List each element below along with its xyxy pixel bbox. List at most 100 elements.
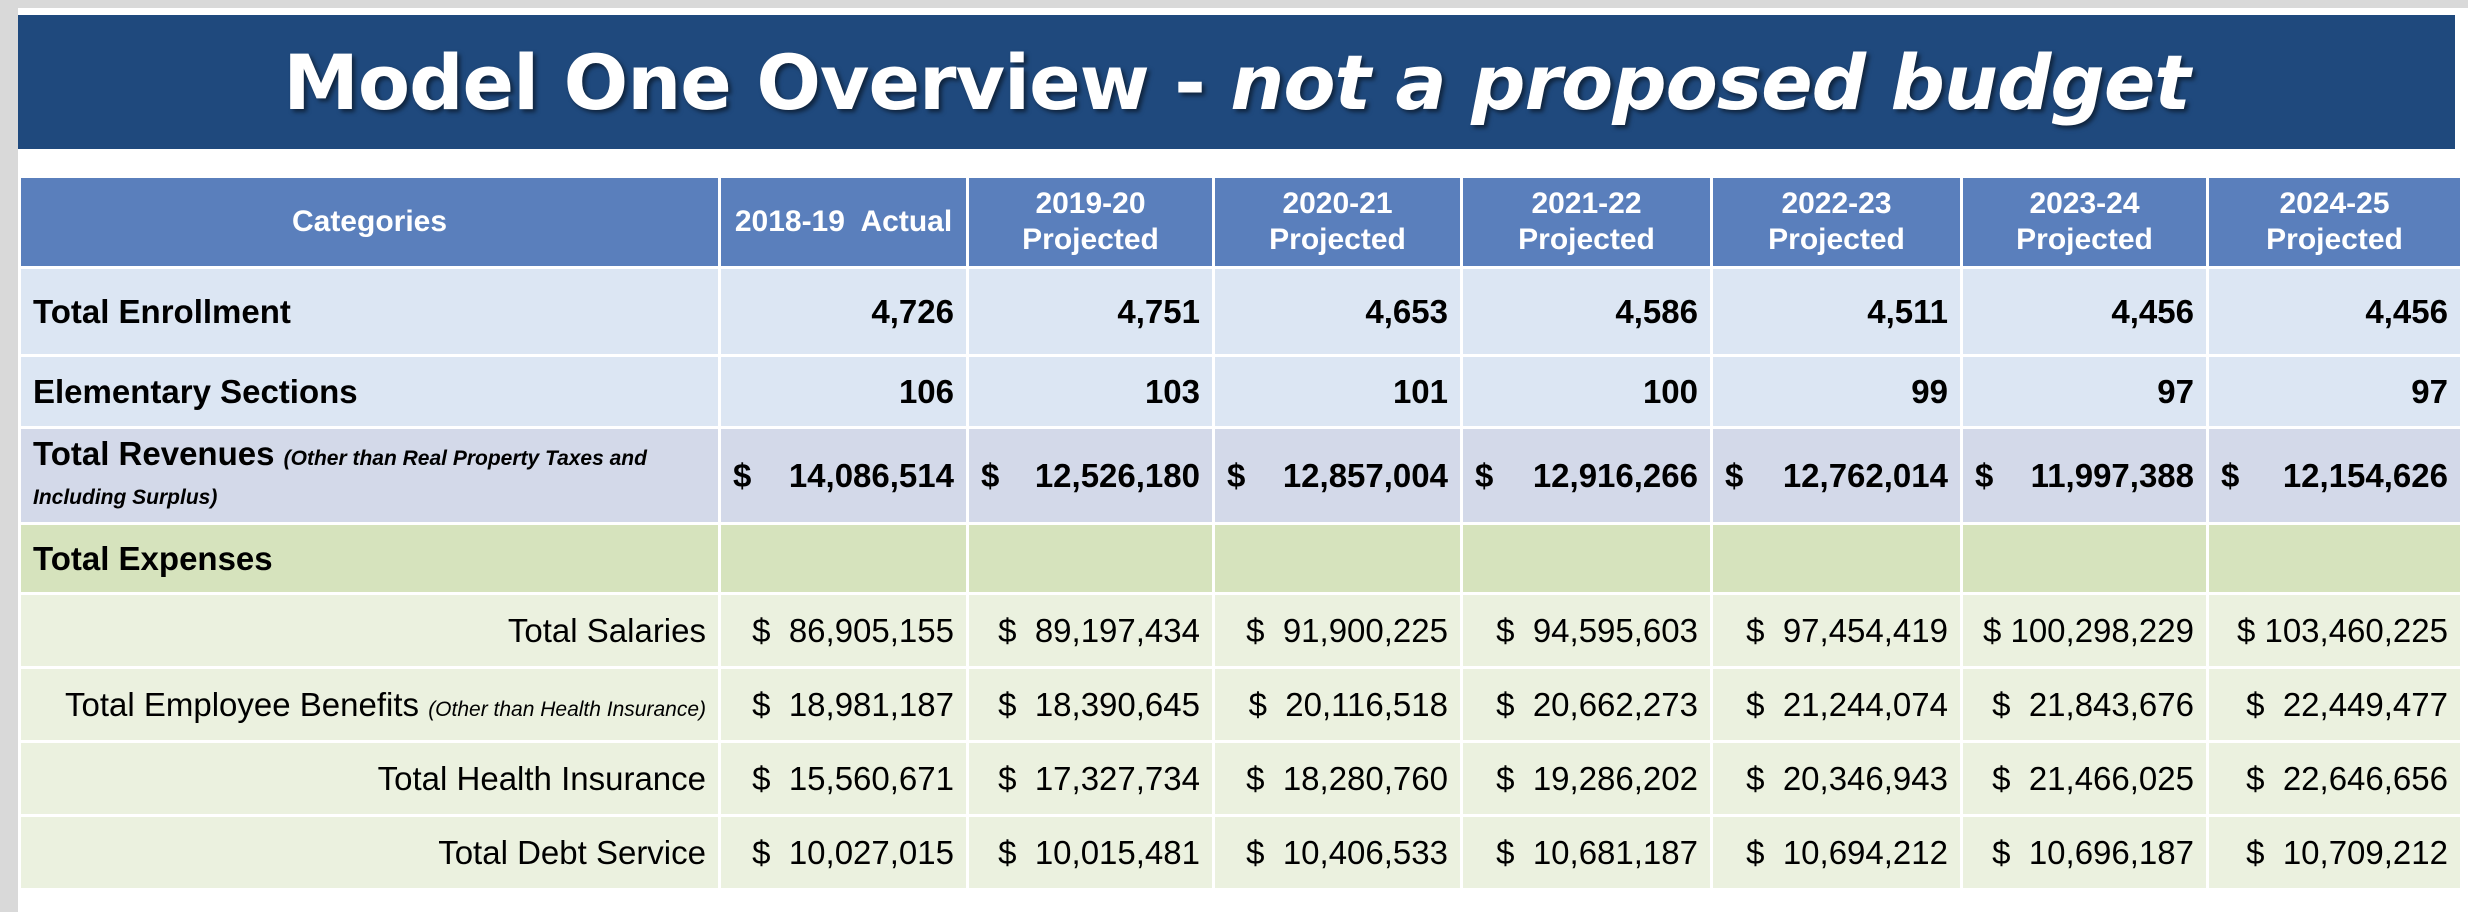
row-label: Total Debt Service — [18, 814, 721, 891]
table-cell: 4,456 — [1960, 266, 2209, 357]
currency-symbol: $ — [733, 456, 752, 494]
table-cell: $ 21,843,676 — [1960, 666, 2209, 743]
table-cell: $ 19,286,202 — [1460, 740, 1713, 817]
header-actual: 2018-19 Actual — [718, 175, 969, 269]
header-year: 2019-20 — [1035, 187, 1146, 220]
header-year-col: 2021-22 Projected — [1460, 175, 1713, 269]
header-year-col: 2024-25 Projected — [2206, 175, 2463, 269]
header-year-col: 2023-24 Projected — [1960, 175, 2209, 269]
table-cell: $ 10,696,187 — [1960, 814, 2209, 891]
table-row-salaries: Total Salaries $ 86,905,155 $ 89,197,434… — [18, 592, 2463, 669]
table-cell: $12,154,626 — [2206, 426, 2463, 525]
table-cell: 4,653 — [1212, 266, 1463, 357]
header-projected: Projected — [2266, 223, 2403, 256]
overview-table: Categories 2018-19 Actual 2019-20 Project… — [18, 175, 2463, 891]
table-cell: $14,086,514 — [718, 426, 969, 525]
cell-value: 12,526,180 — [1034, 456, 1200, 494]
header-year-col: 2020-21 Projected — [1212, 175, 1463, 269]
table-cell: $ 21,466,025 — [1960, 740, 2209, 817]
table-cell — [718, 522, 969, 595]
cell-value: 12,857,004 — [1282, 456, 1448, 494]
table-cell: $ 97,454,419 — [1710, 592, 1963, 669]
table-cell: $ 10,027,015 — [718, 814, 969, 891]
header-year: 2022-23 — [1781, 187, 1892, 220]
currency-symbol: $ — [2221, 456, 2240, 494]
cell-value: 14,086,514 — [788, 456, 954, 494]
table-cell: $ 10,406,533 — [1212, 814, 1463, 891]
table-cell: $ 18,390,645 — [966, 666, 1215, 743]
table-cell: $ 100,298,229 — [1960, 592, 2209, 669]
header-projected: Projected — [1768, 223, 1905, 256]
table-cell: $12,762,014 — [1710, 426, 1963, 525]
header-year-col: 2022-23 Projected — [1710, 175, 1963, 269]
row-label: Total Employee Benefits — [64, 685, 420, 723]
table-cell: $ 18,981,187 — [718, 666, 969, 743]
title-italic: not a proposed budget — [1230, 37, 2190, 127]
table-cell: 106 — [718, 354, 969, 429]
row-label: Total Revenues — [33, 434, 275, 472]
table-cell: 4,726 — [718, 266, 969, 357]
table-row-revenues: Total Revenues (Other than Real Property… — [18, 426, 2463, 525]
title-main: Model One Overview - — [283, 37, 1231, 127]
table-cell: 101 — [1212, 354, 1463, 429]
table-cell: $11,997,388 — [1960, 426, 2209, 525]
table-cell — [1960, 522, 2209, 595]
table-cell: $ 20,662,273 — [1460, 666, 1713, 743]
table-row-health: Total Health Insurance $ 15,560,671 $ 17… — [18, 740, 2463, 817]
table-row-benefits: Total Employee Benefits (Other than Heal… — [18, 666, 2463, 743]
header-projected: Projected — [1269, 223, 1406, 256]
header-year-col: 2019-20 Projected — [966, 175, 1215, 269]
header-categories: Categories — [18, 175, 721, 269]
header-projected: Projected — [2016, 223, 2153, 256]
table-cell: $ 20,116,518 — [1212, 666, 1463, 743]
table-cell: 97 — [2206, 354, 2463, 429]
row-label: Elementary Sections — [18, 354, 721, 429]
header-projected: Projected — [1518, 223, 1655, 256]
table-cell: 4,456 — [2206, 266, 2463, 357]
table-cell: 100 — [1460, 354, 1713, 429]
cell-value: 11,997,388 — [2030, 456, 2194, 494]
header-row: Categories 2018-19 Actual 2019-20 Project… — [18, 175, 2463, 269]
title-banner: Model One Overview - not a proposed budg… — [18, 15, 2455, 149]
header-year: 2023-24 — [2029, 187, 2140, 220]
row-label: Total Health Insurance — [18, 740, 721, 817]
table-cell: 97 — [1960, 354, 2209, 429]
table-cell: $ 10,709,212 — [2206, 814, 2463, 891]
table-cell: 103 — [966, 354, 1215, 429]
currency-symbol: $ — [1227, 456, 1246, 494]
table-cell: $ 103,460,225 — [2206, 592, 2463, 669]
row-label: Total Enrollment — [18, 266, 721, 357]
table-cell: $ 15,560,671 — [718, 740, 969, 817]
table-row-debt: Total Debt Service $ 10,027,015 $ 10,015… — [18, 814, 2463, 891]
table-cell: $ 22,646,656 — [2206, 740, 2463, 817]
currency-symbol: $ — [981, 456, 1000, 494]
table-cell: 99 — [1710, 354, 1963, 429]
table-cell: $ 17,327,734 — [966, 740, 1215, 817]
table-cell: 4,586 — [1460, 266, 1713, 357]
table-cell: $ 10,681,187 — [1460, 814, 1713, 891]
header-year: 2020-21 — [1282, 187, 1393, 220]
row-note: (Other than Health Insurance) — [428, 697, 706, 721]
row-label-cell: Total Revenues (Other than Real Property… — [18, 426, 721, 525]
table-cell: $12,857,004 — [1212, 426, 1463, 525]
cell-value: 12,154,626 — [2282, 456, 2448, 494]
table-cell — [1460, 522, 1713, 595]
table-cell: $ 10,015,481 — [966, 814, 1215, 891]
table-cell: $12,916,266 — [1460, 426, 1713, 525]
header-projected: Projected — [1022, 223, 1159, 256]
table-cell: $ 91,900,225 — [1212, 592, 1463, 669]
header-year: 2024-25 — [2279, 187, 2390, 220]
table-cell: $ 18,280,760 — [1212, 740, 1463, 817]
table-row-enrollment: Total Enrollment 4,726 4,751 4,653 4,586… — [18, 266, 2463, 357]
table-cell: 4,511 — [1710, 266, 1963, 357]
row-label: Total Expenses — [18, 522, 721, 595]
cell-value: 12,916,266 — [1532, 456, 1698, 494]
row-note: (Other than Real Property Taxes and Incl… — [33, 446, 647, 509]
table-cell: $ 20,346,943 — [1710, 740, 1963, 817]
table-row-sections: Elementary Sections 106 103 101 100 99 9… — [18, 354, 2463, 429]
table-row-expenses-header: Total Expenses — [18, 522, 2463, 595]
row-label-cell: Total Employee Benefits (Other than Heal… — [18, 666, 721, 743]
table-cell: $ 89,197,434 — [966, 592, 1215, 669]
currency-symbol: $ — [1725, 456, 1744, 494]
table-cell — [2206, 522, 2463, 595]
